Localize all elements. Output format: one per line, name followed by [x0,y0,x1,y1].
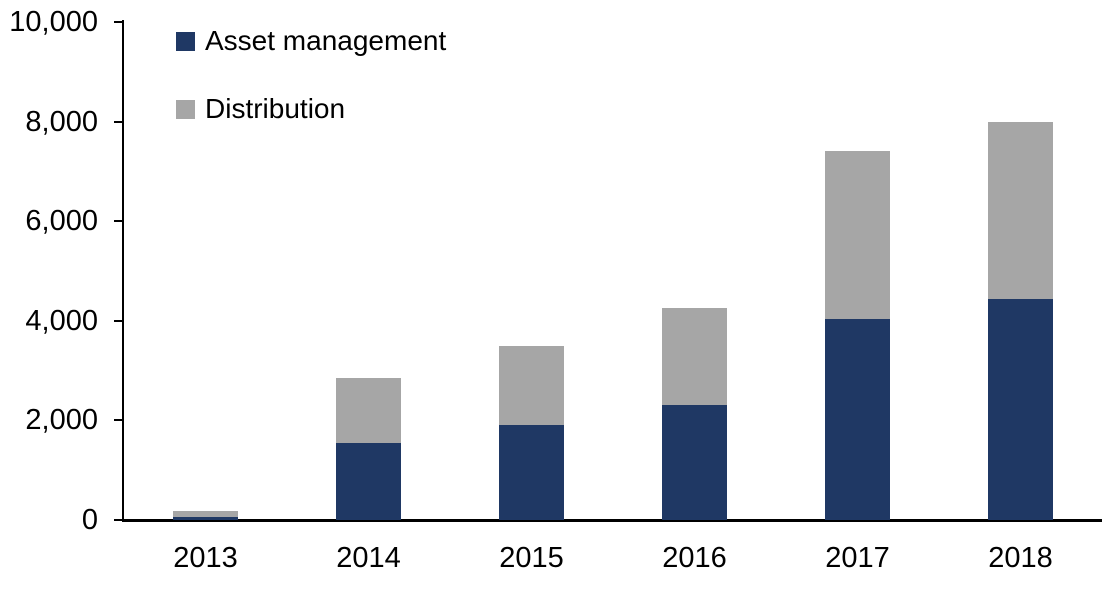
x-tick-label-2018: 2018 [988,542,1053,574]
bar-2016-distribution [662,308,727,406]
y-tick-mark-0 [114,519,122,521]
x-tick-label-2017: 2017 [825,542,890,574]
bar-2015-distribution [499,345,564,426]
legend: Asset management Distribution [176,25,447,166]
legend-label-asset-management: Asset management [205,25,447,56]
bar-2016-asset-management [662,405,727,520]
legend-item-asset-management: Asset management [176,25,447,56]
y-tick-mark-4000 [114,319,122,322]
y-tick-mark-8000 [114,120,122,123]
x-tick-label-2013: 2013 [173,542,238,574]
bar-2017-asset-management [825,319,890,520]
y-tick-label-4000: 4,000 [25,304,98,337]
x-axis-line [122,519,1102,522]
y-tick-label-2000: 2,000 [25,404,98,437]
x-tick-label-2015: 2015 [499,542,564,574]
y-tick-label-8000: 8,000 [25,105,98,138]
legend-swatch-asset-management [176,31,195,51]
y-tick-mark-6000 [114,220,122,223]
bar-2018-asset-management [988,299,1053,520]
y-tick-label-6000: 6,000 [25,205,98,238]
x-tick-label-2014: 2014 [336,542,401,574]
y-axis-line [122,20,124,522]
legend-swatch-distribution [176,99,195,119]
y-tick-mark-10000 [114,21,122,23]
legend-label-distribution: Distribution [205,93,346,124]
y-tick-label-10000: 10,000 [9,6,98,38]
legend-item-distribution: Distribution [176,93,446,124]
x-tick-label-2016: 2016 [662,542,727,574]
y-tick-mark-2000 [114,419,122,422]
bar-2013-distribution [173,511,238,517]
bar-2015-asset-management [499,425,564,520]
bar-2013-asset-management [173,516,238,520]
bar-2014-distribution [336,378,401,443]
bar-2017-distribution [825,151,890,320]
y-tick-label-0: 0 [81,504,98,536]
bar-2018-distribution [988,121,1053,300]
bar-2014-asset-management [336,442,401,520]
